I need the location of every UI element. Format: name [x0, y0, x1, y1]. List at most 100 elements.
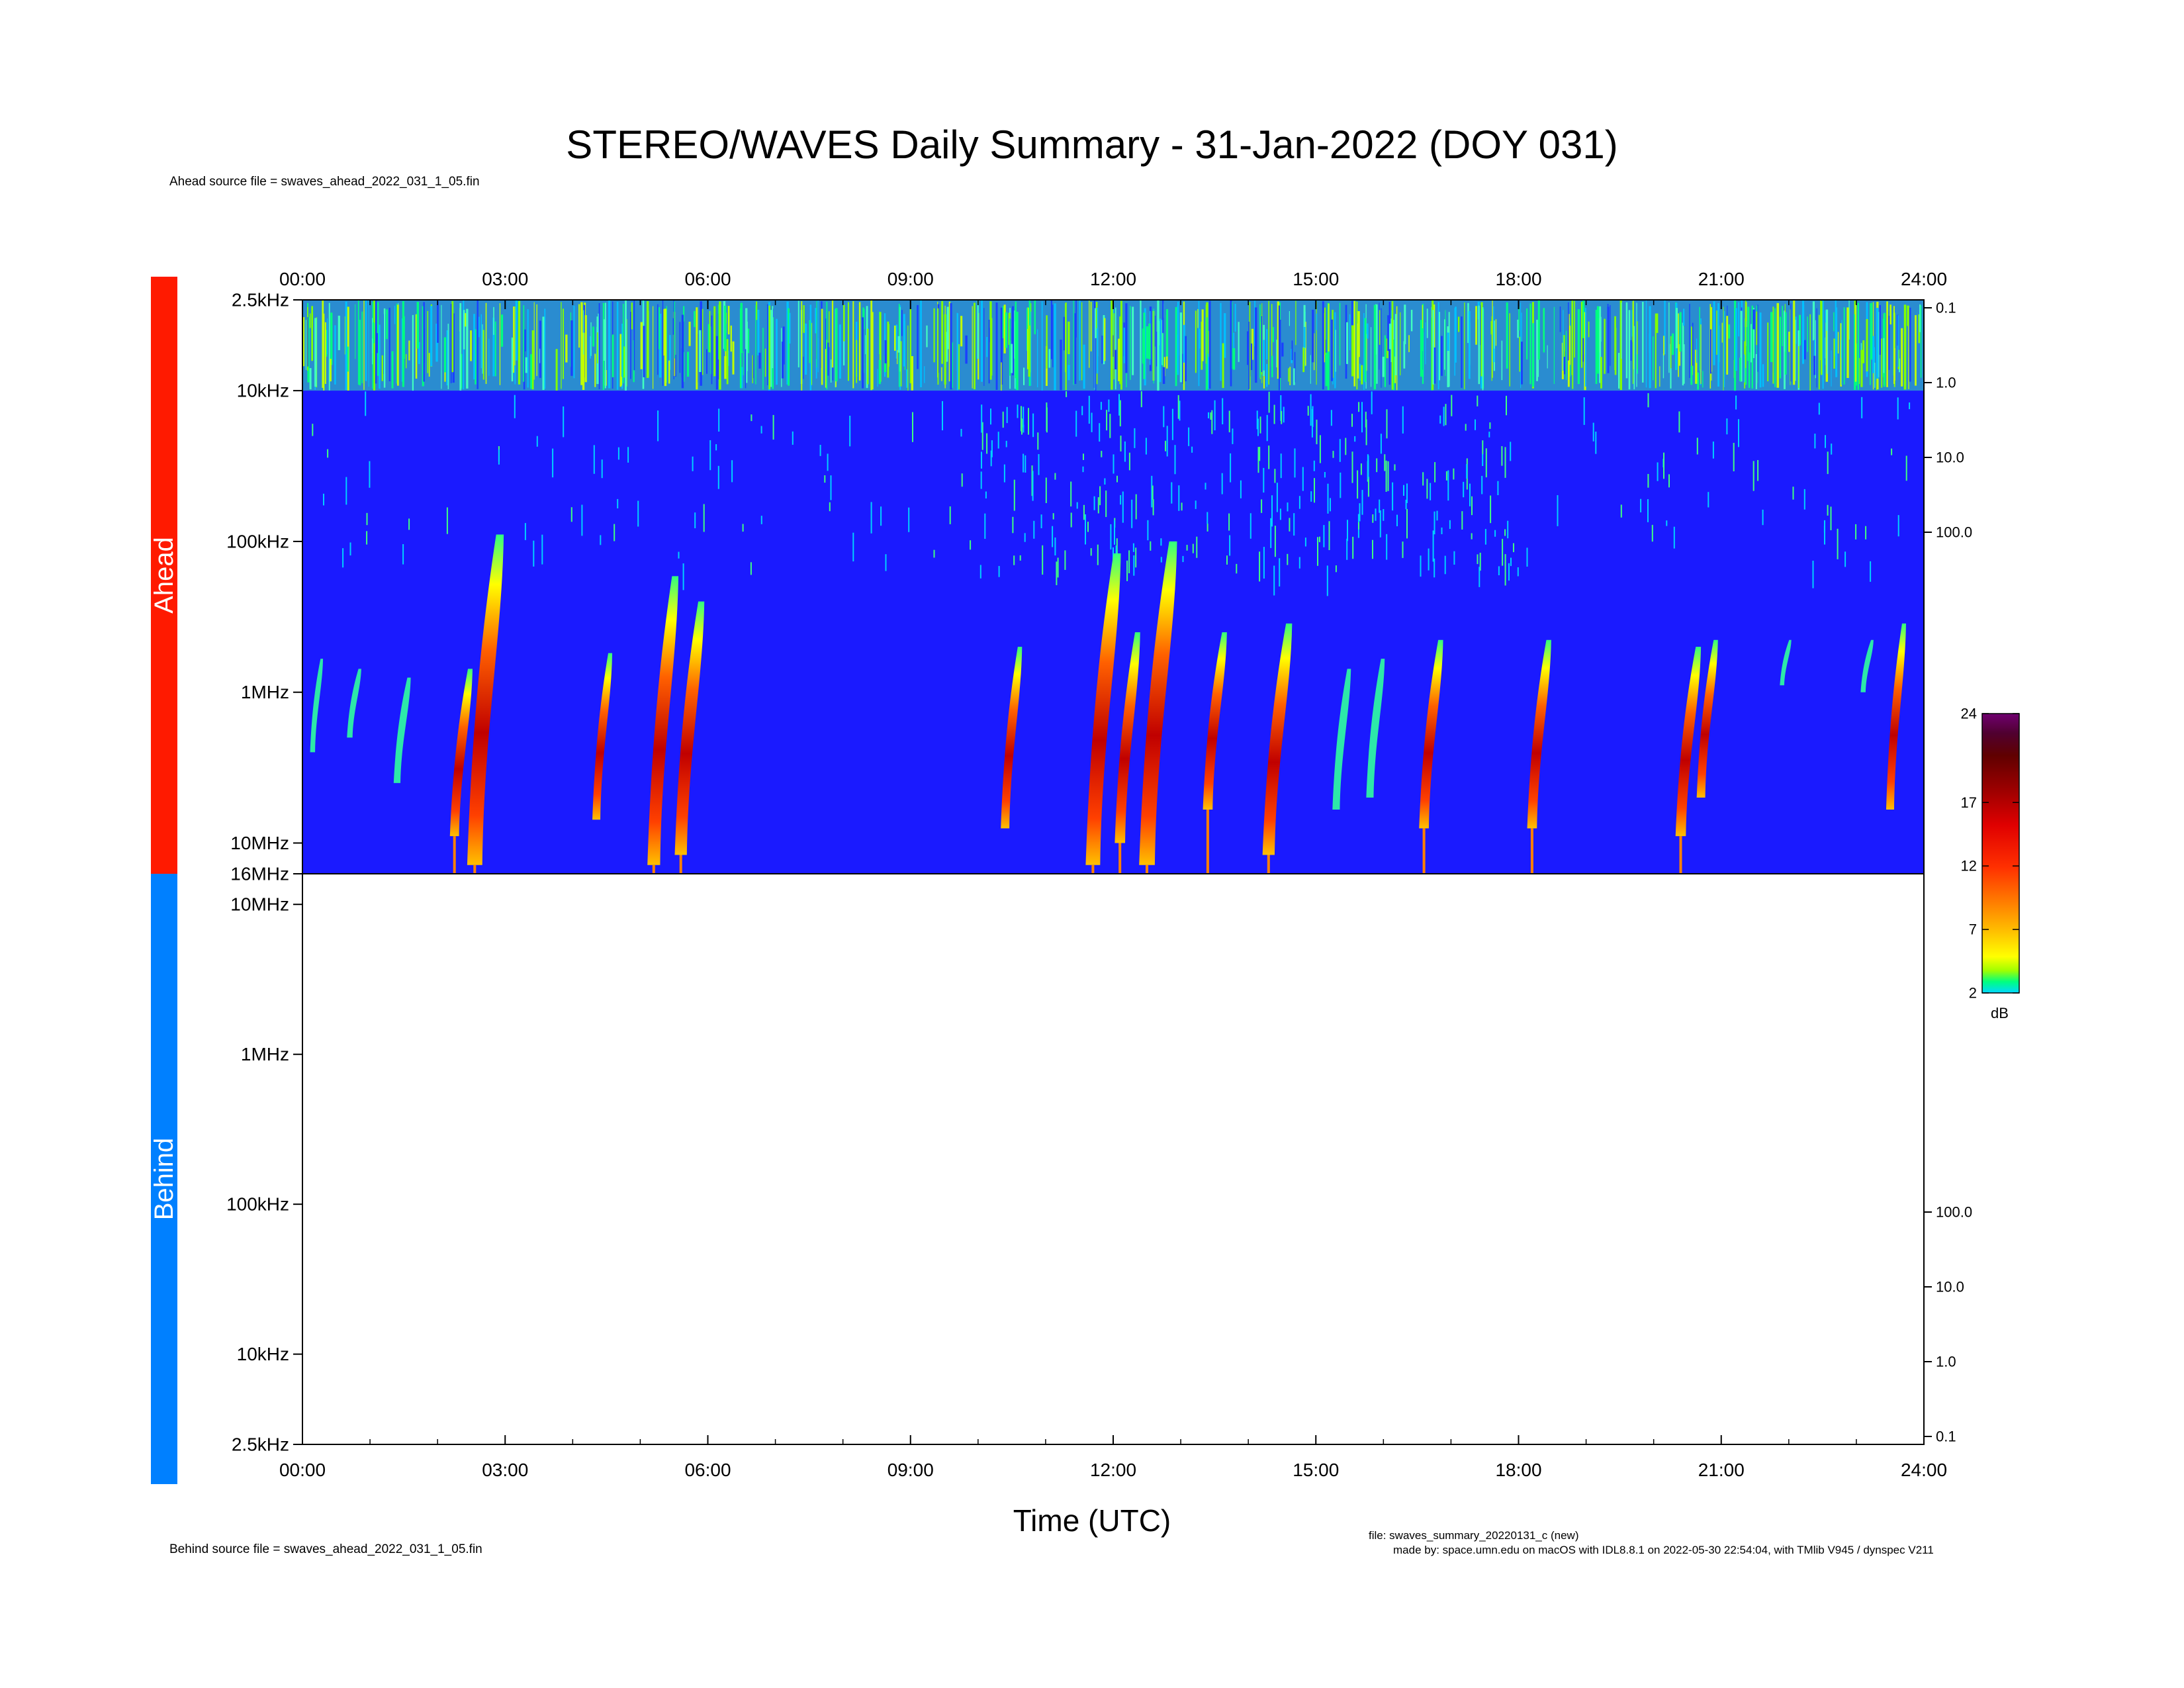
noise-streak — [826, 301, 828, 390]
noise-streak — [1629, 340, 1632, 361]
noise-streak — [592, 326, 594, 347]
noise-speck — [908, 507, 910, 532]
ahead-bursts-layer — [310, 534, 1906, 874]
noise-streak — [1034, 300, 1036, 334]
noise-streak — [1716, 310, 1717, 355]
radio-burst — [1527, 639, 1551, 829]
noise-streak — [1802, 301, 1804, 364]
noise-streak — [1303, 305, 1306, 348]
noise-streak — [492, 317, 495, 377]
noise-speck — [1097, 544, 1099, 565]
noise-streak — [879, 312, 882, 382]
noise-speck — [1116, 475, 1118, 483]
noise-streak — [831, 301, 834, 368]
noise-streak — [1843, 307, 1845, 385]
noise-streak — [1334, 312, 1336, 389]
burst-trail — [1679, 836, 1682, 874]
noise-streak — [694, 310, 696, 328]
ahead-side-label: Ahead — [150, 537, 179, 614]
noise-streak — [1159, 318, 1161, 383]
noise-speck — [402, 544, 404, 565]
noise-streak — [1596, 306, 1600, 374]
noise-streak — [950, 303, 952, 390]
noise-streak — [1874, 363, 1876, 388]
noise-streak — [1162, 367, 1165, 384]
noise-speck — [1855, 524, 1857, 539]
noise-speck — [1101, 451, 1103, 457]
noise-streak — [1432, 310, 1434, 385]
noise-speck — [1394, 464, 1396, 471]
noise-streak — [745, 308, 748, 383]
noise-streak — [1349, 314, 1351, 351]
noise-streak — [1739, 357, 1741, 381]
noise-streak — [1774, 308, 1776, 387]
noise-speck — [1837, 528, 1839, 559]
noise-speck — [1045, 477, 1047, 503]
noise-streak — [1536, 320, 1538, 381]
noise-streak — [544, 308, 546, 389]
noise-speck — [1012, 516, 1014, 534]
behind-y-tick-label: 2.5kHz — [232, 1434, 289, 1455]
noise-speck — [1351, 414, 1353, 427]
noise-streak — [1671, 333, 1674, 355]
noise-streak — [747, 328, 750, 353]
noise-speck — [1132, 543, 1134, 552]
noise-streak — [941, 301, 944, 364]
noise-speck — [1040, 514, 1042, 528]
noise-streak — [1697, 372, 1699, 390]
noise-streak — [909, 309, 911, 383]
noise-streak — [1692, 322, 1694, 366]
noise-speck — [1803, 489, 1805, 510]
noise-speck — [1844, 551, 1846, 567]
noise-streak — [1280, 320, 1281, 378]
noise-streak — [480, 314, 482, 369]
noise-streak — [582, 332, 585, 390]
noise-streak — [1027, 329, 1029, 363]
noise-streak — [447, 324, 449, 389]
x-axis-title: Time (UTC) — [1013, 1503, 1171, 1538]
noise-speck — [1236, 563, 1238, 574]
noise-streak — [584, 315, 587, 383]
noise-streak — [858, 302, 861, 381]
radio-burst — [647, 576, 679, 865]
noise-streak — [531, 330, 534, 390]
noise-speck — [312, 424, 314, 436]
noise-speck — [1865, 526, 1867, 539]
noise-streak — [1115, 307, 1116, 390]
noise-streak — [1835, 300, 1837, 356]
noise-speck — [1274, 526, 1276, 557]
noise-streak — [1143, 312, 1146, 379]
noise-streak — [482, 324, 483, 374]
noise-speck — [570, 507, 572, 522]
noise-speck — [1186, 545, 1188, 551]
noise-speck — [1812, 561, 1814, 588]
noise-streak — [1011, 328, 1013, 355]
noise-streak — [1073, 300, 1074, 385]
noise-streak — [1642, 301, 1644, 383]
noise-streak — [1050, 300, 1052, 359]
noise-streak — [719, 301, 721, 390]
noise-speck — [1323, 525, 1325, 547]
noise-speck — [1445, 404, 1447, 426]
noise-speck — [1023, 406, 1024, 428]
noise-speck — [1372, 514, 1374, 523]
noise-streak — [1752, 309, 1755, 330]
noise-streak — [1628, 310, 1631, 390]
noise-speck — [1054, 538, 1056, 556]
radio-burst — [1366, 659, 1385, 798]
noise-streak — [1649, 334, 1651, 353]
noise-speck — [1651, 524, 1653, 542]
noise-streak — [1582, 300, 1585, 355]
noise-speck — [593, 445, 595, 474]
noise-speck — [1465, 424, 1467, 431]
noise-speck — [1087, 522, 1089, 532]
noise-streak — [334, 325, 336, 385]
noise-speck — [1501, 446, 1503, 466]
x-tick-label-bottom: 06:00 — [684, 1460, 731, 1480]
noise-streak — [397, 305, 399, 386]
noise-speck — [824, 475, 826, 483]
noise-speck — [498, 449, 500, 465]
noise-speck — [1023, 424, 1024, 433]
noise-speck — [552, 448, 554, 478]
noise-speck — [1133, 555, 1135, 576]
